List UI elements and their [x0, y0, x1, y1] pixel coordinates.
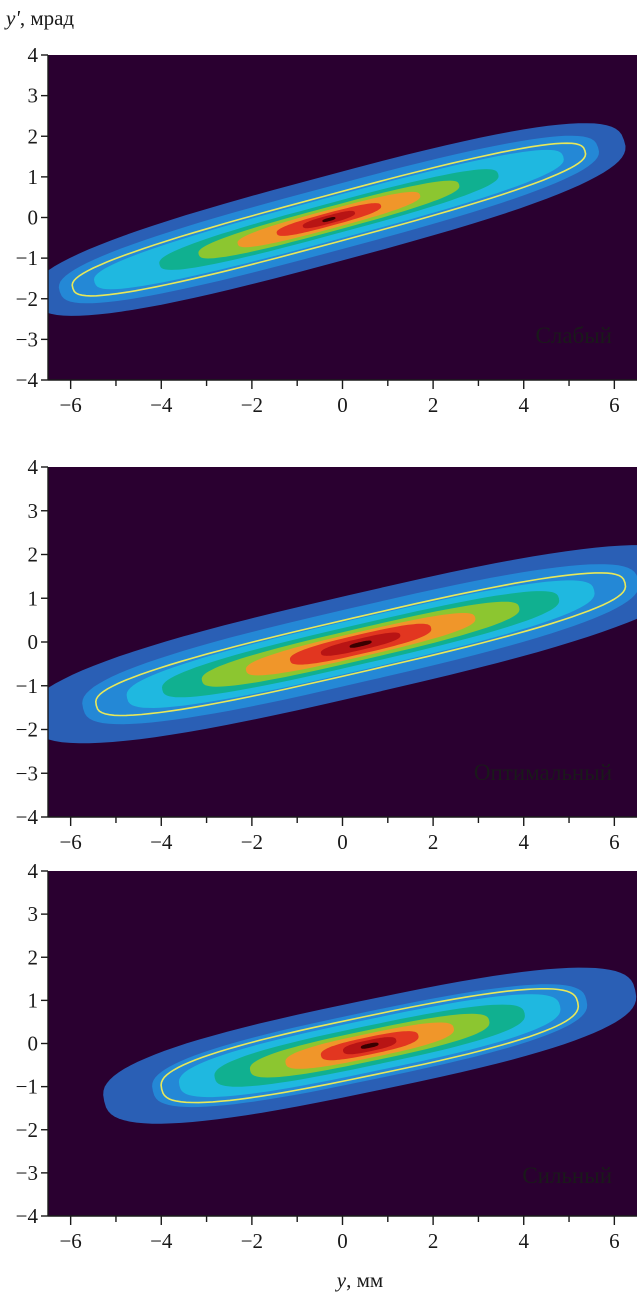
x-axis-symbol: y	[335, 1268, 347, 1292]
x-axis-unit: , мм	[346, 1268, 383, 1292]
x-tick-label: −6	[59, 830, 81, 854]
y-tick-label: −1	[16, 246, 38, 270]
x-tick-label: −2	[241, 830, 263, 854]
density-level-9	[322, 217, 336, 223]
x-tick-label: −4	[150, 393, 173, 417]
x-tick-label: −2	[241, 1229, 263, 1253]
y-tick-label: 4	[28, 859, 39, 883]
density-level-9	[349, 640, 372, 648]
y-tick-label: −2	[16, 287, 38, 311]
x-tick-label: 4	[518, 1229, 529, 1253]
panels-layer: −4 −3 −2 −1 0 1 2 3 4 −6 −4 −2 0 2 4 6 Слабый −4 −3 −2 −1 0 1 2…	[16, 43, 637, 1253]
y-tick-label: −3	[16, 1161, 38, 1185]
y-tick-label: 3	[28, 84, 39, 108]
yellow-contour-line	[94, 572, 627, 717]
x-tick-label: 2	[428, 830, 439, 854]
y-tick-label: 0	[28, 1032, 39, 1056]
x-tick-label: −4	[150, 1229, 173, 1253]
x-tick-label: 6	[609, 393, 620, 417]
y-tick-label: 3	[28, 902, 39, 926]
y-axis-symbol: y'	[4, 6, 20, 30]
y-tick-label: −2	[16, 1118, 38, 1142]
y-axis-title: y', мрад	[4, 6, 74, 30]
y-tick-label: 2	[28, 124, 39, 148]
x-tick-label: 6	[609, 1229, 620, 1253]
y-tick-label: −4	[16, 1204, 39, 1228]
y-tick-label: 1	[28, 586, 39, 610]
y-tick-label: −3	[16, 761, 38, 785]
density-layers	[48, 123, 626, 316]
y-tick-label: 3	[28, 499, 39, 523]
x-tick-label: 2	[428, 1229, 439, 1253]
x-tick-label: −6	[59, 1229, 81, 1253]
y-axis-unit: , мрад	[20, 6, 75, 30]
panel-label: Слабый	[536, 323, 613, 348]
yellow-contour-line	[71, 142, 587, 297]
x-tick-label: 6	[609, 830, 620, 854]
x-tick-label: 2	[428, 393, 439, 417]
y-tick-label: 1	[28, 165, 39, 189]
y-tick-label: 4	[28, 43, 39, 67]
x-tick-label: 0	[337, 830, 348, 854]
x-tick-label: 4	[518, 393, 529, 417]
x-tick-label: 0	[337, 1229, 348, 1253]
y-tick-label: −4	[16, 368, 39, 392]
y-tick-label: 2	[28, 543, 39, 567]
density-layers	[103, 967, 637, 1124]
phase-panel: −4 −3 −2 −1 0 1 2 3 4 −6 −4 −2 0 2 4 6 Слабый	[16, 43, 637, 417]
x-tick-label: −4	[150, 830, 173, 854]
x-tick-label: −6	[59, 393, 81, 417]
x-tick-label: −2	[241, 393, 263, 417]
y-tick-label: −4	[16, 805, 39, 829]
x-tick-label: 4	[518, 830, 529, 854]
yellow-contour-line	[160, 987, 580, 1104]
y-tick-label: −1	[16, 1075, 38, 1099]
density-level-9	[360, 1042, 379, 1049]
x-tick-label: 0	[337, 393, 348, 417]
y-tick-label: −1	[16, 674, 38, 698]
panel-label: Оптимальный	[474, 760, 612, 785]
y-tick-label: 4	[28, 455, 39, 479]
x-axis-title: y, мм	[335, 1268, 383, 1292]
y-tick-label: −2	[16, 718, 38, 742]
y-tick-label: −3	[16, 327, 38, 351]
y-tick-label: 2	[28, 945, 39, 969]
phase-panel: −4 −3 −2 −1 0 1 2 3 4 −6 −4 −2 0 2 4 6 Сильный	[16, 859, 637, 1253]
y-tick-label: 0	[28, 206, 39, 230]
density-layers	[48, 545, 637, 744]
y-tick-label: 1	[28, 988, 39, 1012]
panel-label: Сильный	[522, 1163, 612, 1188]
phase-panel: −4 −3 −2 −1 0 1 2 3 4 −6 −4 −2 0 2 4 6 Оптимальный	[16, 455, 637, 854]
y-tick-label: 0	[28, 630, 39, 654]
